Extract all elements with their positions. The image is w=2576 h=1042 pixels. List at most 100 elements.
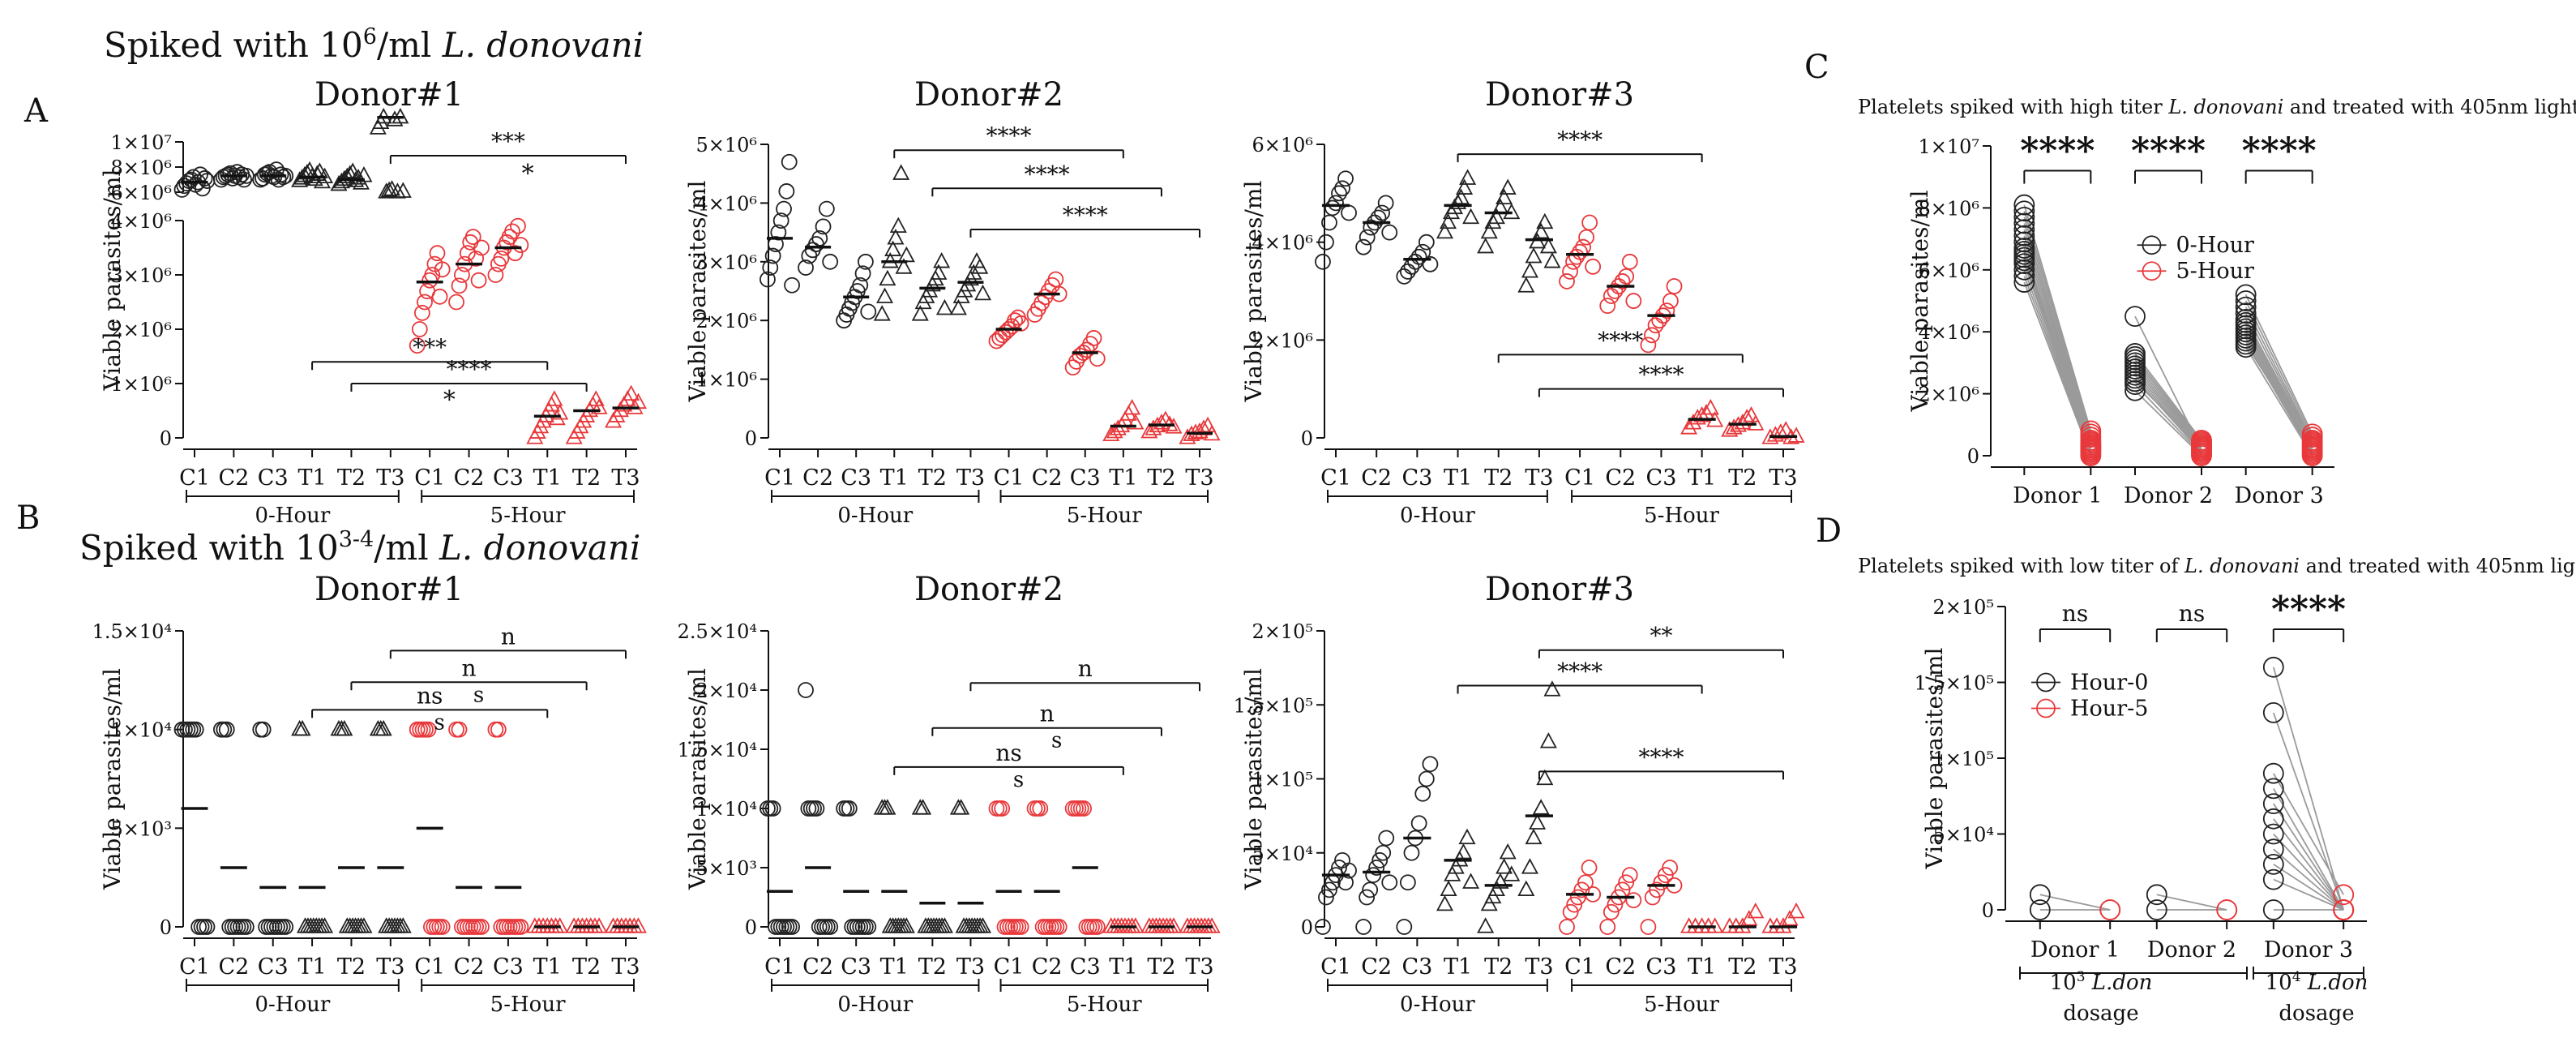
group-label: 0-Hour	[1400, 504, 1475, 528]
data-point	[854, 265, 871, 282]
data-point	[1517, 277, 1535, 293]
data-point	[1410, 248, 1427, 265]
x-tick-label: C3	[1401, 954, 1432, 980]
x-tick-label: C1	[994, 465, 1025, 491]
y-tick-label: 8×10⁶	[110, 157, 172, 179]
significance-label-sub: s	[1051, 729, 1062, 753]
data-point	[1403, 844, 1420, 861]
data-point	[1337, 170, 1354, 187]
y-tick-label: 1×10⁴	[110, 719, 172, 742]
data-point	[2216, 899, 2238, 920]
chart-title: Donor#2	[914, 76, 1063, 114]
data-point	[1089, 350, 1106, 367]
panel-label-c: C	[1804, 49, 1829, 86]
data-point	[1747, 902, 1765, 919]
pair-line	[2134, 390, 2202, 457]
legend-label: Hour-0	[2070, 671, 2148, 696]
pair-line	[2023, 223, 2092, 441]
panel-c-title: Platelets spiked with high titer L. dono…	[1858, 96, 2576, 118]
pair-line	[2273, 803, 2344, 911]
y-tick-label: 6×10⁶	[110, 182, 172, 204]
pair-line	[2273, 818, 2344, 911]
significance-label: ****	[1557, 658, 1603, 685]
pair-line	[2273, 833, 2344, 911]
x-tick-label: T1	[533, 465, 562, 491]
x-tick-label: T1	[1109, 954, 1137, 980]
x-tick-label: T2	[1484, 954, 1513, 980]
data-point	[1324, 199, 1341, 217]
data-point	[1381, 874, 1398, 891]
data-point	[952, 799, 970, 815]
data-point	[781, 153, 798, 170]
y-tick-label: 2×10⁶	[1918, 384, 1979, 406]
data-point	[1525, 828, 1543, 845]
group-label: 5-Hour	[1644, 504, 1719, 528]
legend-swatch	[2036, 672, 2056, 693]
data-point	[1603, 903, 1620, 920]
data-point	[1539, 732, 1557, 748]
data-point	[1701, 399, 1719, 415]
data-point	[2013, 194, 2035, 216]
data-point	[1499, 843, 1517, 860]
x-tick-label: T2	[572, 954, 601, 980]
pair-line	[2134, 362, 2202, 446]
data-point	[764, 800, 781, 817]
data-point	[1410, 815, 1427, 832]
data-point	[1559, 273, 1575, 289]
pair-line	[2134, 365, 2202, 448]
data-point	[1418, 234, 1435, 251]
y-axis-label: Viable parasites/ml	[1240, 181, 1267, 403]
significance-label: ****	[2242, 131, 2317, 172]
significance-label: ****	[1638, 362, 1684, 388]
data-point	[1315, 253, 1331, 270]
x-tick-label: C2	[1361, 465, 1392, 491]
data-point	[1375, 844, 1392, 861]
x-tick-label: T1	[297, 954, 326, 980]
legend-label: 5-Hour	[2176, 259, 2254, 284]
data-point	[2262, 793, 2284, 814]
data-point	[1370, 209, 1387, 226]
data-point	[879, 269, 896, 286]
pair-line	[2134, 371, 2202, 450]
data-point	[470, 272, 487, 289]
data-point	[1436, 222, 1453, 239]
data-point	[512, 919, 529, 935]
x-tick-label: C2	[218, 465, 249, 491]
dosage-label-low-line2: dosage	[2063, 1001, 2138, 1026]
x-tick-label: C2	[218, 954, 249, 980]
data-point	[873, 305, 891, 321]
x-tick-label: T3	[1769, 954, 1797, 980]
data-point	[454, 267, 470, 283]
data-point	[1618, 874, 1635, 891]
data-point	[546, 390, 563, 406]
significance-label: ***	[413, 334, 447, 361]
data-point	[778, 183, 795, 199]
data-point	[291, 171, 309, 187]
data-point	[1787, 902, 1805, 919]
data-point	[991, 330, 1008, 346]
data-point	[1359, 229, 1376, 246]
data-point	[255, 721, 272, 738]
data-point	[507, 245, 524, 262]
data-point	[1536, 212, 1554, 229]
x-tick-label: C2	[1361, 954, 1392, 980]
pair-line	[2134, 315, 2202, 450]
data-point	[949, 799, 967, 815]
group-label: 5-Hour	[490, 993, 566, 1017]
data-point	[504, 223, 520, 240]
data-point	[1396, 268, 1413, 285]
y-tick-label: 2×10⁶	[110, 319, 172, 341]
heading-high-titer: Spiked with 106/ml L. donovani	[104, 24, 644, 65]
data-point	[1436, 894, 1453, 911]
group-label: 0-Hour	[255, 993, 330, 1017]
x-tick-label: T2	[337, 465, 366, 491]
data-point	[411, 321, 428, 337]
x-tick-label: T3	[956, 465, 985, 491]
data-point	[860, 303, 877, 320]
data-point	[852, 277, 869, 294]
data-point	[1577, 874, 1594, 891]
x-tick-label: C1	[764, 954, 795, 980]
significance-label: ***	[491, 128, 525, 155]
data-point	[429, 245, 446, 262]
chart-A1: Donor#1 0 1×10⁶ 2×10⁶ 3×10⁶ 4×10⁶ 6×10⁶ 8×10⁶ 1×…	[99, 76, 647, 528]
